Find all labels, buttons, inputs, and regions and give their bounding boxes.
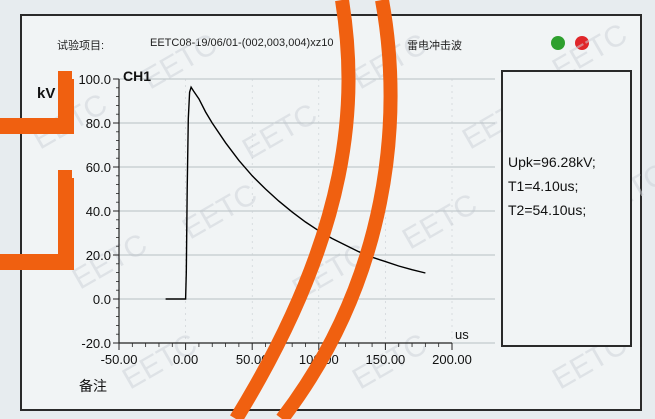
watermark-text: EETC: [287, 237, 373, 306]
t2-value: T2=54.10us;: [508, 202, 587, 218]
x-tick-label: 0.00: [173, 352, 198, 367]
watermark-text: EETC: [237, 97, 323, 166]
red-status-dot: [575, 36, 589, 50]
y-tick-label: 0.0: [93, 292, 111, 307]
test-item-label: 试验项目:: [57, 40, 105, 52]
green-status-dot: [551, 36, 565, 50]
y-tick-label: 20.0: [86, 248, 111, 263]
chart-title: CH1: [123, 68, 151, 84]
x-tick-label: 100.00: [299, 352, 339, 367]
t1-value: T1=4.10us;: [508, 178, 579, 194]
wave-type: 雷电冲击波: [407, 40, 462, 52]
y-tick-label: 100.0: [78, 72, 111, 87]
watermark-text: EETC: [137, 27, 223, 96]
y-tick-label: -20.0: [81, 336, 111, 351]
x-tick-label: 150.00: [366, 352, 406, 367]
x-axis-label: us: [455, 327, 469, 342]
remark-label: 备注: [79, 378, 107, 394]
x-tick-label: -50.00: [101, 352, 138, 367]
results-panel: Upk=96.28kV; T1=4.10us; T2=54.10us;: [501, 70, 632, 347]
y-tick-label: 80.0: [86, 116, 111, 131]
watermark-text: EETC: [397, 187, 483, 256]
y-axis-label: kV: [37, 85, 55, 102]
watermark-text: EETC: [347, 27, 433, 96]
upk-value: Upk=96.28kV;: [508, 154, 596, 170]
y-tick-label: 60.0: [86, 160, 111, 175]
x-tick-label: 200.00: [432, 352, 472, 367]
x-tick-label: 50.00: [236, 352, 269, 367]
y-tick-label: 40.0: [86, 204, 111, 219]
watermark-text: EETC: [177, 177, 263, 246]
